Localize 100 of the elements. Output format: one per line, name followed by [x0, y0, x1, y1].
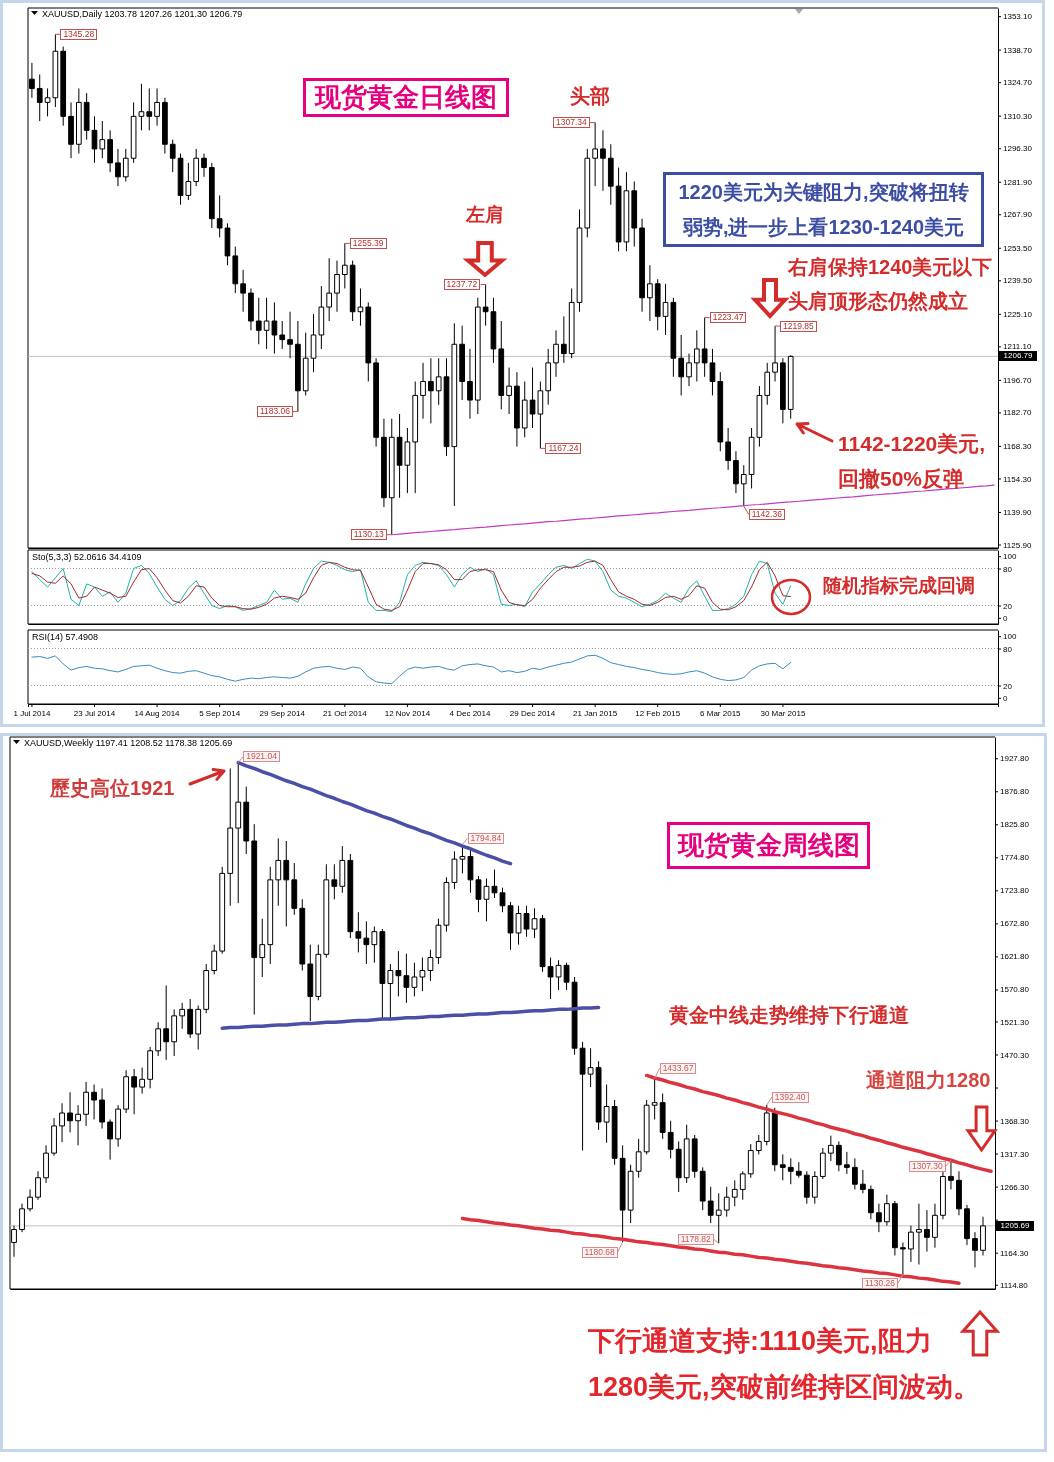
- annotation: 随机指标完成回调: [823, 574, 975, 597]
- candlestick: [68, 101, 74, 159]
- annotation: 1183.06: [256, 406, 293, 418]
- annotation: 左肩: [466, 203, 504, 226]
- y-tick-label: 1521.30: [1000, 1017, 1030, 1027]
- candlestick: [908, 1225, 914, 1263]
- candlestick: [267, 866, 274, 965]
- candlestick: [115, 148, 121, 187]
- y-tick-label: 1154.30: [1003, 474, 1032, 484]
- line-series: [236, 760, 513, 866]
- candlestick: [780, 357, 786, 424]
- annotation: 1223.47: [709, 312, 747, 324]
- candlestick: [733, 450, 739, 494]
- annotation: 1255.39: [349, 237, 387, 249]
- y-tick-label: 1239.50: [1003, 276, 1033, 286]
- candlestick: [639, 218, 645, 313]
- candlestick: [131, 1068, 138, 1115]
- y-tick-label: 1723.80: [1000, 886, 1030, 896]
- candlestick: [972, 1231, 978, 1268]
- candlestick: [60, 46, 67, 127]
- candlestick: [275, 837, 282, 907]
- candlestick: [279, 320, 286, 350]
- annotation: 1130.13: [350, 529, 387, 541]
- candlestick: [675, 1140, 682, 1193]
- y-tick-label: 1310.30: [1003, 111, 1033, 121]
- candlestick: [787, 1157, 794, 1185]
- candlestick: [43, 1144, 49, 1184]
- x-tick-label: 23 Jul 2014: [73, 708, 116, 718]
- candlestick: [123, 1069, 130, 1114]
- candlestick: [467, 348, 473, 420]
- candlestick: [691, 1134, 698, 1179]
- y-tick-label: 1225.10: [1003, 309, 1033, 319]
- candlestick: [122, 148, 129, 182]
- candlestick: [307, 944, 314, 1022]
- annotation: 1142.36: [748, 508, 785, 520]
- candlestick: [932, 1203, 938, 1249]
- candlestick: [365, 301, 372, 382]
- y-tick-label: 1324.70: [1003, 78, 1033, 88]
- y-tick-label: 1353.10: [1003, 12, 1033, 22]
- y-tick-label: 1296.30: [1003, 144, 1033, 154]
- candlestick: [331, 863, 338, 900]
- candlestick: [420, 362, 426, 420]
- candlestick: [647, 264, 653, 322]
- y-tick-label: 1774.80: [1000, 853, 1030, 863]
- candlestick: [892, 1200, 898, 1256]
- candlestick: [326, 257, 333, 322]
- annotation: 1237.72: [443, 279, 481, 290]
- candlestick: [146, 87, 153, 131]
- candlestick: [232, 246, 239, 294]
- candlestick: [627, 1164, 634, 1224]
- candlestick: [772, 325, 778, 382]
- candlestick: [171, 1008, 178, 1057]
- candlestick: [603, 1083, 610, 1144]
- annotation: 通道阻力1280: [866, 1068, 991, 1092]
- candlestick: [592, 122, 598, 187]
- y-tick-label: 1927.80: [1000, 754, 1030, 764]
- candlestick: [295, 320, 301, 413]
- candlestick: [243, 786, 250, 855]
- candlestick: [371, 925, 378, 964]
- candlestick: [283, 840, 290, 927]
- ref-line-label: 1205.69: [996, 1220, 1034, 1231]
- y-tick-label: 0: [1003, 693, 1008, 703]
- candlestick: [571, 976, 578, 1056]
- candlestick: [255, 297, 262, 345]
- candlestick: [916, 1203, 922, 1266]
- candlestick: [162, 97, 168, 155]
- candlestick: [611, 1099, 618, 1166]
- x-tick-label: 29 Sep 2014: [259, 708, 306, 718]
- annotation: 现货黄金周线图: [677, 830, 860, 861]
- candlestick: [867, 1185, 874, 1220]
- x-tick-label: 30 Mar 2015: [760, 708, 806, 718]
- candlestick: [731, 1179, 738, 1207]
- candlestick: [291, 862, 298, 916]
- candlestick: [725, 427, 731, 471]
- candlestick: [201, 153, 207, 178]
- candlestick: [980, 1216, 986, 1256]
- candlestick: [435, 357, 442, 406]
- candlestick: [99, 120, 106, 159]
- annotation: 1130.26: [861, 1277, 899, 1289]
- annotation: 1307.30: [908, 1160, 946, 1172]
- candlestick: [235, 762, 242, 904]
- candlestick: [803, 1170, 810, 1205]
- candlestick: [459, 325, 465, 401]
- chart-title: XAUUSD,Daily 1203.78 1207.26 1201.30 1206.79: [42, 9, 243, 19]
- candlestick: [900, 1242, 906, 1276]
- candlestick: [651, 1077, 658, 1120]
- candlestick: [219, 866, 226, 955]
- candlestick: [795, 1161, 802, 1179]
- candlestick: [561, 315, 567, 364]
- candlestick: [811, 1170, 818, 1205]
- candlestick: [107, 129, 113, 173]
- candlestick: [740, 464, 747, 507]
- candlestick: [835, 1140, 842, 1172]
- y-tick-label: 1266.30: [1000, 1182, 1030, 1192]
- candlestick: [403, 953, 410, 1004]
- x-tick-label: 14 Aug 2014: [134, 708, 181, 718]
- candlestick: [339, 845, 346, 894]
- candlestick: [875, 1203, 882, 1233]
- annotation: 现货黄金日线图: [315, 82, 497, 113]
- text: 下行通道支持:1110美元,阻力1280美元,突破前维持区间波动。: [588, 1325, 980, 1404]
